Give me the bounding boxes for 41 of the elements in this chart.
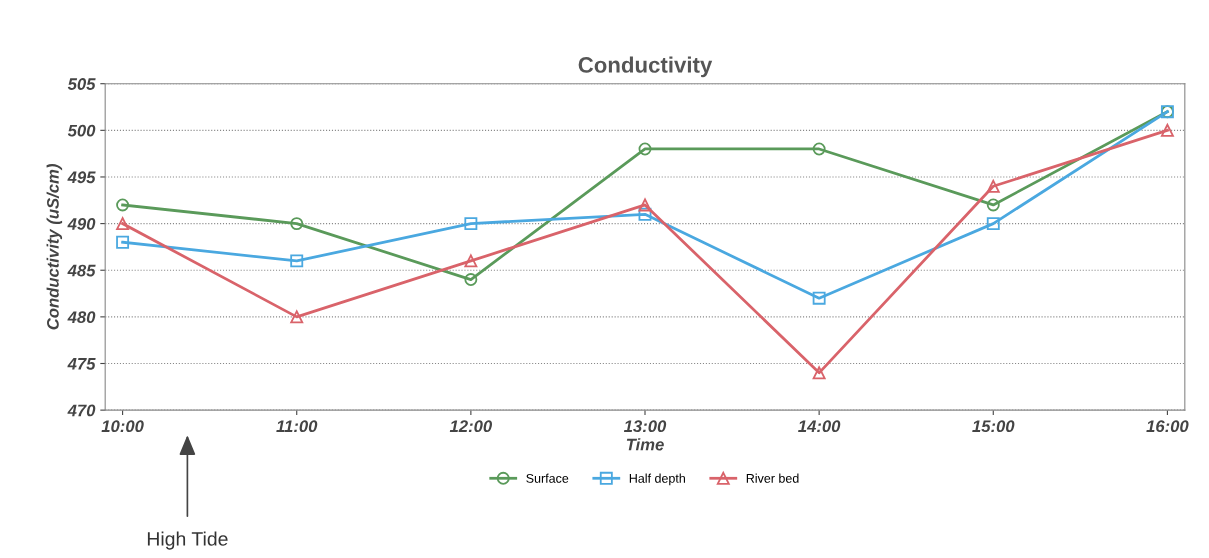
y-tick-label: 475 <box>67 358 96 370</box>
legend-label: Surface <box>526 473 569 483</box>
y-tick-label: 490 <box>67 218 96 230</box>
point <box>638 142 652 156</box>
point <box>464 217 478 231</box>
point <box>638 198 652 212</box>
x-tick-label: 11:00 <box>276 420 318 433</box>
y-axis-title: Conductivity (uS/cm) <box>46 164 63 330</box>
point <box>290 310 304 324</box>
x-tick-label: 15:00 <box>972 420 1015 433</box>
point <box>290 217 304 231</box>
point <box>812 142 826 156</box>
point <box>986 217 1000 231</box>
y-tick-label: 495 <box>67 171 96 184</box>
point <box>986 179 1000 193</box>
legend-label: River bed <box>746 473 799 483</box>
point <box>464 273 478 287</box>
y-tick-label: 470 <box>67 404 96 417</box>
x-tick-label: 13:00 <box>623 420 667 433</box>
point <box>812 291 826 305</box>
point <box>116 235 130 249</box>
x-tick-label: 12:00 <box>449 420 493 433</box>
point <box>290 254 304 268</box>
text: High Tide <box>147 531 228 550</box>
x-tick-label: 16:00 <box>1146 420 1189 433</box>
x-tick-label: 10:00 <box>101 420 144 433</box>
y-tick-label: 505 <box>67 78 96 90</box>
y-tick-label: 480 <box>67 311 96 324</box>
point <box>638 207 652 221</box>
x-axis-title: Time <box>626 438 664 451</box>
point <box>986 198 1000 212</box>
x-tick-label: 14:00 <box>798 420 841 433</box>
point <box>812 366 826 380</box>
y-tick-label: 500 <box>67 124 96 137</box>
point <box>1160 123 1174 137</box>
point <box>116 198 130 212</box>
point <box>116 217 130 231</box>
point <box>464 254 478 268</box>
chart-title: Conductivity <box>578 56 713 78</box>
legend-label: Half depth <box>629 473 685 486</box>
y-tick-label: 485 <box>67 264 96 277</box>
